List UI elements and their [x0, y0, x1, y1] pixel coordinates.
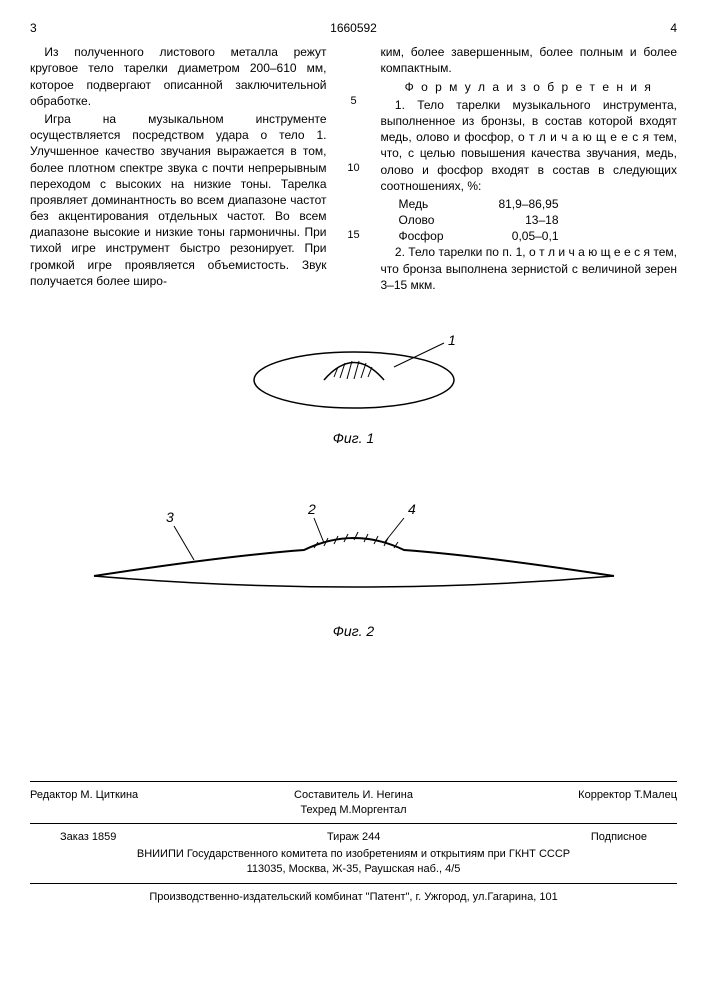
- claim-2: 2. Тело тарелки по п. 1, о т л и ч а ю щ…: [381, 244, 678, 293]
- address: 113035, Москва, Ж-35, Раушская наб., 4/5: [30, 862, 677, 877]
- fig1-diagram: 1: [234, 325, 474, 425]
- editor: Редактор М. Циткина: [30, 788, 210, 818]
- left-p2: Игра на музыкальном инструменте осуществ…: [30, 111, 327, 289]
- fig1-label: Фиг. 1: [30, 429, 677, 448]
- comp-name-1: Олово: [399, 212, 479, 228]
- formula-title: Ф о р м у л а и з о б р е т е н и я: [381, 79, 678, 95]
- figures: 1 Фиг. 1 3 2 4 Фиг. 2: [30, 325, 677, 641]
- comp-val-0: 81,9–86,95: [479, 196, 559, 212]
- fig2-label: Фиг. 2: [30, 622, 677, 641]
- patent-number: 1660592: [330, 20, 377, 36]
- claim-1: 1. Тело тарелки музыкального инструмента…: [381, 97, 678, 194]
- marker-10: 10: [347, 161, 359, 176]
- svg-text:2: 2: [307, 501, 316, 517]
- text-columns: Из полученного листового металла режут к…: [30, 44, 677, 295]
- page-right: 4: [670, 20, 677, 36]
- line-markers: 5 10 15: [345, 44, 363, 295]
- left-column: Из полученного листового металла режут к…: [30, 44, 327, 295]
- header: 3 1660592 4: [30, 20, 677, 36]
- org: ВНИИПИ Государственного комитета по изоб…: [30, 847, 677, 862]
- fig2-diagram: 3 2 4: [74, 498, 634, 618]
- right-p1: ким, более завершенным, более полным и б…: [381, 44, 678, 76]
- subscription: Подписное: [591, 830, 647, 845]
- marker-5: 5: [350, 94, 356, 109]
- order: Заказ 1859: [60, 830, 116, 845]
- credits-block: Редактор М. Циткина Составитель И. Негин…: [30, 781, 677, 905]
- comp-val-1: 13–18: [479, 212, 559, 228]
- compiler: Составитель И. Негина: [294, 789, 413, 801]
- comp-name-0: Медь: [399, 196, 479, 212]
- page-left: 3: [30, 20, 37, 36]
- comp-row-0: Медь 81,9–86,95: [399, 196, 678, 212]
- tirage: Тираж 244: [327, 830, 380, 845]
- svg-text:3: 3: [166, 509, 174, 525]
- right-column: ким, более завершенным, более полным и б…: [381, 44, 678, 295]
- svg-text:1: 1: [448, 332, 456, 348]
- printer: Производственно-издательский комбинат "П…: [30, 890, 677, 905]
- comp-name-2: Фосфор: [399, 228, 479, 244]
- divider: [30, 883, 677, 884]
- comp-row-2: Фосфор 0,05–0,1: [399, 228, 678, 244]
- comp-row-1: Олово 13–18: [399, 212, 678, 228]
- techred: Техред М.Моргентал: [300, 804, 406, 816]
- left-p1: Из полученного листового металла режут к…: [30, 44, 327, 109]
- divider: [30, 823, 677, 824]
- divider: [30, 781, 677, 782]
- comp-val-2: 0,05–0,1: [479, 228, 559, 244]
- corrector: Корректор Т.Малец: [497, 788, 677, 818]
- svg-text:4: 4: [408, 501, 416, 517]
- marker-15: 15: [347, 228, 359, 243]
